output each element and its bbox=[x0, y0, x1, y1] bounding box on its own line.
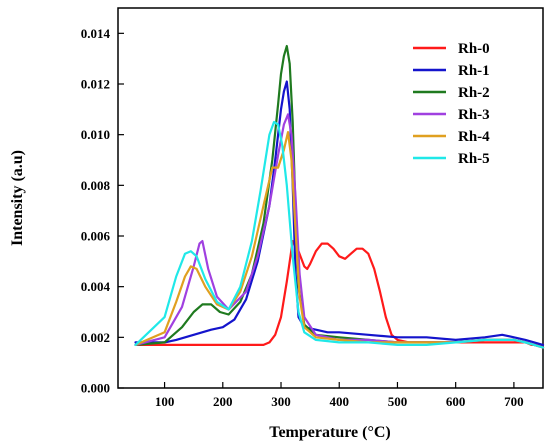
x-tick-label: 700 bbox=[504, 394, 524, 409]
legend-label-rh-3: Rh-3 bbox=[458, 107, 490, 123]
y-tick-label: 0.002 bbox=[81, 330, 110, 345]
x-tick-label: 300 bbox=[271, 394, 291, 409]
x-tick-label: 200 bbox=[213, 394, 233, 409]
axis-ticks: 100 200 300 400 500 600 700 0.000 0.002 0.004 0.00… bbox=[81, 26, 524, 409]
x-tick-label: 500 bbox=[388, 394, 408, 409]
legend-label-rh-5: Rh-5 bbox=[458, 151, 490, 167]
legend-label-rh-2: Rh-2 bbox=[458, 85, 490, 101]
legend-label-rh-4: Rh-4 bbox=[458, 129, 490, 145]
x-tick-label: 400 bbox=[329, 394, 349, 409]
series-line-rh-3 bbox=[134, 113, 545, 349]
x-tick-label: 600 bbox=[446, 394, 466, 409]
legend-label-rh-0: Rh-0 bbox=[458, 41, 490, 57]
legend: Rh-0 Rh-1 Rh-2 Rh-3 Rh-4 Rh-5 bbox=[413, 41, 490, 167]
series-line-rh-5 bbox=[134, 120, 545, 349]
y-tick-label: 0.004 bbox=[81, 279, 111, 294]
y-axis-label: Intensity (a.u) bbox=[9, 150, 26, 246]
x-axis-label: Temperature (°C) bbox=[269, 424, 390, 441]
y-tick-label: 0.000 bbox=[81, 381, 110, 396]
legend-label-rh-1: Rh-1 bbox=[458, 63, 490, 79]
y-tick-label: 0.008 bbox=[81, 178, 111, 193]
y-tick-label: 0.014 bbox=[81, 26, 111, 41]
y-tick-label: 0.010 bbox=[81, 127, 110, 142]
plot-frame bbox=[117, 7, 544, 389]
series-lines bbox=[134, 44, 545, 349]
x-tick-label: 100 bbox=[155, 394, 175, 409]
y-tick-label: 0.012 bbox=[81, 77, 110, 92]
series-line-rh-4 bbox=[134, 131, 545, 349]
y-tick-label: 0.006 bbox=[81, 229, 111, 244]
